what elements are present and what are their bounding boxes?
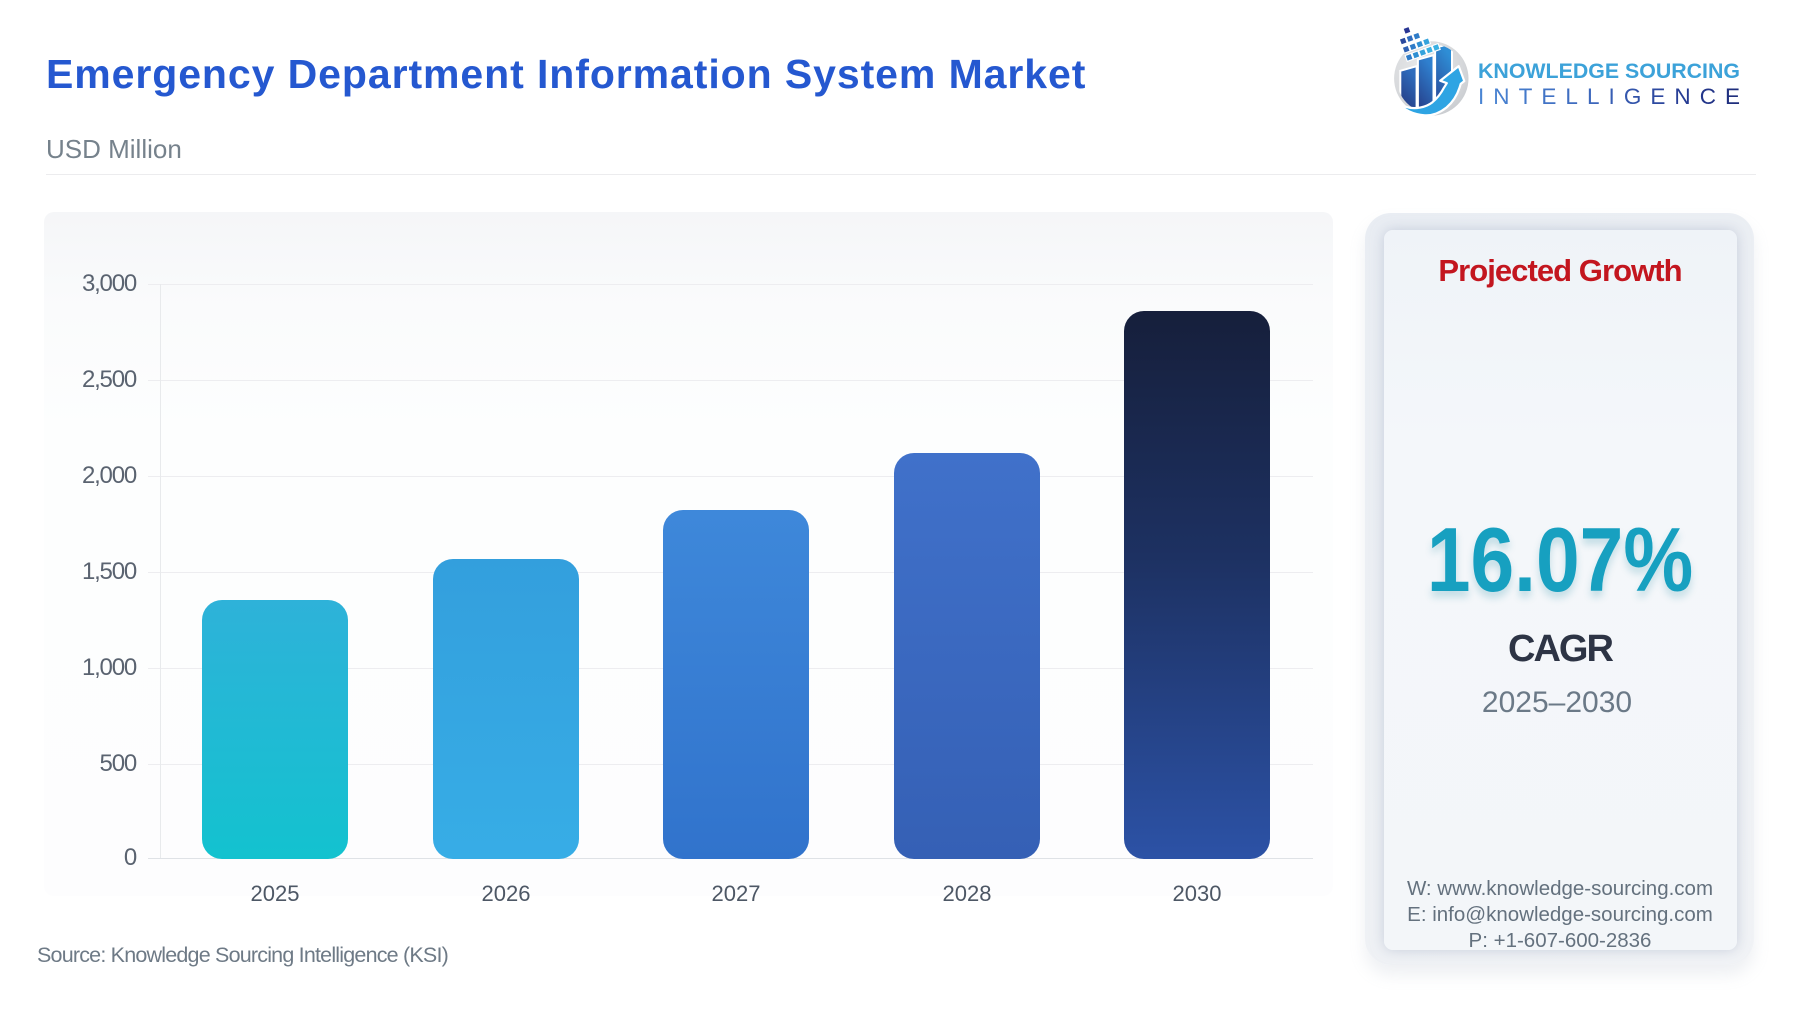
svg-text:KNOWLEDGE SOURCING: KNOWLEDGE SOURCING [1478,59,1740,83]
svg-text:INTELLIGENCE: INTELLIGENCE [1478,84,1740,109]
